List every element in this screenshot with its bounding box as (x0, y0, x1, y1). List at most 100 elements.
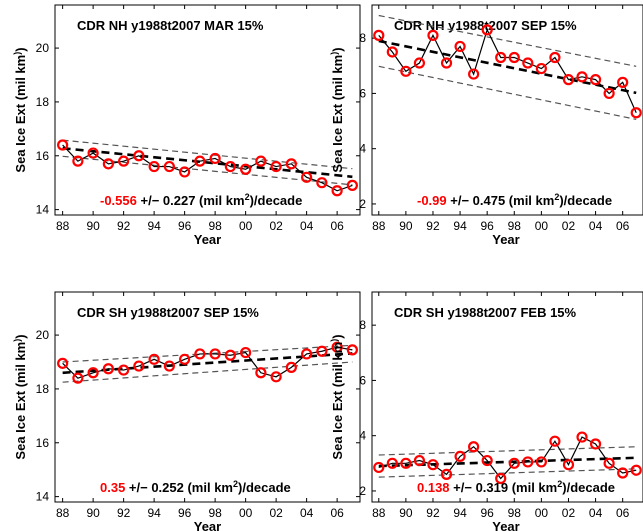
x-tick-label: 06 (616, 506, 630, 520)
trend-annotation: 0.138 +/− 0.319 (mil km2)/decade (417, 479, 615, 495)
data-point (495, 51, 507, 64)
y-tick-label: 18 (36, 95, 50, 109)
x-axis-label: Year (194, 232, 221, 247)
x-tick-label: 06 (330, 506, 344, 520)
data-point (589, 438, 602, 450)
x-tick-label: 88 (372, 506, 386, 520)
x-tick-label: 00 (535, 506, 549, 520)
data-point (535, 62, 547, 75)
plot-area (57, 139, 358, 197)
data-point (630, 107, 642, 119)
plot-frame (371, 291, 643, 503)
y-tick-label: 14 (36, 490, 50, 504)
plot-area (373, 431, 642, 485)
data-point (72, 372, 84, 384)
data-point (549, 435, 561, 447)
data-point (224, 349, 236, 361)
data-point (535, 456, 547, 468)
x-tick-label: 00 (239, 506, 253, 520)
lower-bound-line (378, 468, 637, 478)
x-tick-label: 00 (535, 219, 549, 233)
data-point (400, 457, 412, 469)
data-point (589, 74, 602, 86)
data-point (522, 456, 534, 468)
data-point (255, 367, 267, 379)
data-point (346, 179, 358, 191)
trend-line (62, 146, 353, 179)
trend-line (62, 352, 353, 375)
data-point (72, 155, 84, 167)
data-line (378, 436, 637, 480)
chart-title: CDR SH y1988t2007 FEB 15% (394, 305, 577, 320)
data-point (495, 472, 507, 485)
lower-bound-line (62, 361, 353, 383)
chart-title: CDR SH y1988t2007 SEP 15% (77, 305, 259, 320)
trend-annotation: -0.99 +/− 0.475 (mil km2)/decade (417, 192, 612, 208)
x-tick-label: 98 (508, 219, 522, 233)
x-tick-label: 04 (589, 219, 603, 233)
data-point (386, 457, 398, 469)
x-tick-label: 88 (56, 506, 70, 520)
y-tick-label: 20 (36, 41, 50, 55)
y-axis-label: Sea Ice Ext (mil km)) (12, 334, 28, 459)
x-tick-label: 90 (86, 219, 100, 233)
x-tick-label: 98 (208, 219, 222, 233)
x-tick-label: 90 (399, 506, 413, 520)
x-tick-label: 02 (562, 219, 576, 233)
data-point (102, 363, 114, 375)
data-point (102, 158, 114, 170)
data-point (617, 76, 629, 88)
y-axis-label: Sea Ice Ext (mil km)) (12, 47, 28, 172)
data-point (224, 160, 236, 173)
x-tick-label: 92 (117, 219, 131, 233)
data-point (331, 341, 343, 353)
lower-bound-line (378, 65, 637, 120)
data-point (133, 150, 145, 162)
data-point (87, 367, 99, 379)
data-point (413, 57, 426, 69)
data-point (562, 459, 575, 471)
data-point (346, 344, 358, 356)
data-point (163, 160, 175, 173)
x-tick-label: 96 (178, 219, 192, 233)
plot-frame (54, 4, 361, 216)
y-tick-label: 6 (359, 86, 366, 100)
data-point (373, 29, 385, 41)
data-point (179, 166, 191, 178)
data-point (331, 185, 343, 197)
upper-bound-line (62, 139, 353, 170)
data-point (194, 348, 206, 360)
data-line (62, 144, 353, 192)
data-point (440, 468, 453, 480)
data-point (427, 29, 439, 41)
data-point (468, 68, 480, 80)
y-tick-label: 14 (36, 203, 50, 217)
y-tick-label: 16 (36, 149, 50, 163)
data-point (118, 364, 130, 376)
data-point (285, 361, 297, 373)
data-point (148, 353, 160, 365)
x-tick-label: 00 (239, 219, 253, 233)
data-point (255, 155, 267, 167)
data-point (57, 139, 69, 151)
x-tick-label: 98 (508, 506, 522, 520)
x-tick-label: 02 (269, 219, 283, 233)
data-point (118, 155, 130, 167)
data-point (270, 160, 282, 173)
x-tick-label: 98 (208, 506, 222, 520)
data-point (270, 371, 282, 383)
data-point (133, 360, 145, 372)
y-tick-label: 18 (36, 382, 50, 396)
data-point (373, 461, 385, 474)
chart-panel-2: 88 90 92 94 96 98 00 02 04 06 2 4 6 8 Year Sea Ice Ext … (329, 4, 643, 247)
x-tick-label: 94 (453, 506, 467, 520)
data-point (163, 360, 175, 372)
x-tick-label: 02 (562, 506, 576, 520)
trend-annotation: 0.35 +/− 0.252 (mil km2)/decade (100, 479, 291, 495)
plot-area (57, 341, 358, 384)
x-tick-label: 94 (147, 506, 161, 520)
data-line (62, 346, 353, 379)
trend-line (378, 39, 637, 95)
x-axis-label: Year (492, 232, 519, 247)
